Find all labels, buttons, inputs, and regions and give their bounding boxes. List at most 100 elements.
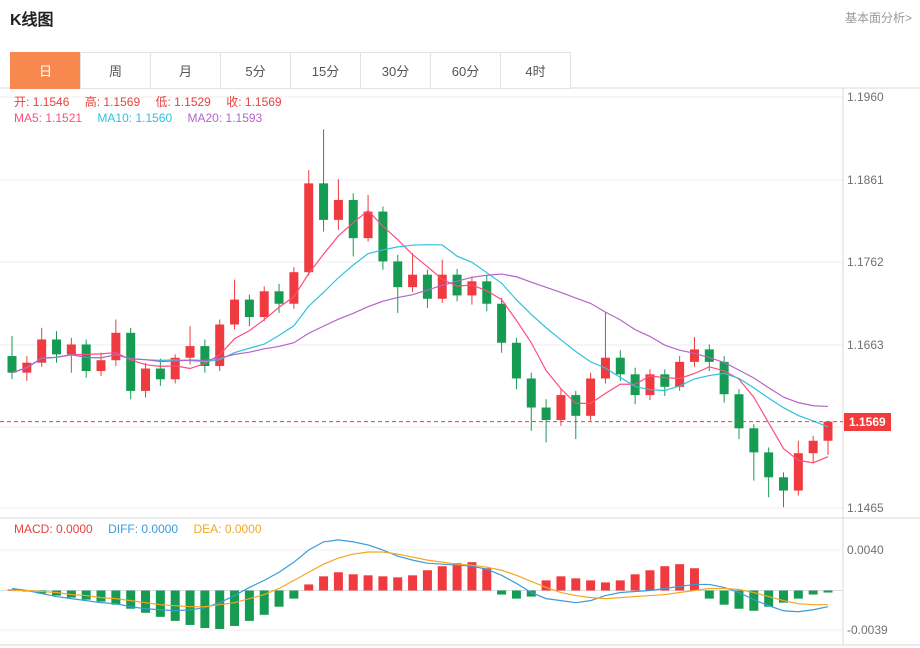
macd-bar — [734, 590, 744, 609]
candle — [66, 344, 76, 355]
macd-bar — [793, 590, 803, 599]
candle — [749, 428, 759, 453]
candle — [304, 183, 314, 273]
candle — [141, 368, 151, 391]
macd-bar — [675, 564, 685, 591]
macd-bar — [764, 590, 774, 607]
y-axis-label: 1.1960 — [847, 90, 884, 104]
candle — [689, 349, 699, 362]
candle — [719, 361, 729, 395]
candle — [96, 360, 106, 371]
macd-bar — [215, 590, 225, 629]
tab-day[interactable]: 日 — [10, 52, 81, 89]
candle — [408, 274, 418, 288]
tab-week[interactable]: 周 — [80, 52, 151, 89]
macd-bar — [704, 590, 714, 599]
macd-histogram-layer — [7, 562, 833, 629]
macd-bar — [778, 590, 788, 603]
macd-bar — [304, 584, 314, 591]
macd-bar — [437, 566, 447, 591]
tab-month[interactable]: 月 — [150, 52, 221, 89]
macd-bar — [289, 590, 299, 599]
candle — [511, 342, 521, 379]
macd-bar — [200, 590, 210, 628]
macd-bar — [823, 590, 833, 593]
macd-bar — [615, 580, 625, 591]
candle — [126, 332, 136, 391]
macd-bar — [274, 590, 284, 607]
y-axis-label: 1.1465 — [847, 501, 884, 515]
tab-30min[interactable]: 30分 — [360, 52, 431, 89]
y-axis-label: 1.1861 — [847, 173, 884, 187]
candle — [660, 374, 670, 387]
macd-bar — [141, 590, 151, 613]
candle — [422, 274, 432, 299]
candle — [7, 356, 17, 373]
macd-bar — [111, 590, 121, 605]
macd-bar — [348, 574, 358, 591]
macd-bar — [556, 576, 566, 591]
candle — [793, 453, 803, 491]
macd-bar — [645, 570, 655, 591]
diff-value: DIFF: 0.0000 — [108, 522, 179, 536]
candle — [823, 421, 833, 441]
candle — [586, 378, 596, 416]
candle — [556, 395, 566, 420]
macd-bar — [155, 590, 165, 617]
candle — [259, 291, 269, 318]
macd-bar — [586, 580, 596, 591]
macd-bar — [511, 590, 521, 599]
candle — [363, 211, 373, 239]
ohlc-low: 低: 1.1529 — [155, 95, 211, 109]
fundamental-analysis-link[interactable]: 基本面分析> — [844, 11, 912, 25]
dea-value: DEA: 0.0000 — [193, 522, 262, 536]
ma20-value: MA20: 1.1593 — [187, 111, 263, 125]
candle — [155, 368, 165, 380]
macd-bar — [230, 590, 240, 626]
tab-5min[interactable]: 5分 — [220, 52, 291, 89]
candle — [333, 199, 343, 220]
candle — [319, 183, 329, 220]
candle — [452, 274, 462, 296]
candle — [393, 261, 403, 288]
ohlc-legend: 开: 1.1546 高: 1.1569 低: 1.1529 收: 1.1569 — [14, 93, 294, 110]
candle — [200, 346, 210, 367]
ma20-line — [11, 273, 829, 408]
macd-bar — [808, 590, 818, 595]
candle — [482, 281, 492, 304]
page-title: K线图 — [10, 12, 54, 29]
macd-bar — [244, 590, 254, 621]
macd-bar — [96, 590, 106, 602]
candle — [541, 407, 551, 420]
grid-layer — [0, 87, 920, 646]
ma5-line — [11, 209, 829, 464]
macd-bar — [319, 576, 329, 591]
candle — [615, 357, 625, 375]
tab-4hour[interactable]: 4时 — [500, 52, 571, 89]
candle — [645, 374, 655, 396]
candle — [734, 394, 744, 429]
candle — [704, 349, 714, 362]
ma-legend: MA5: 1.1521 MA10: 1.1560 MA20: 1.1593 — [14, 111, 274, 125]
candle — [437, 274, 447, 299]
diff-line — [11, 539, 829, 613]
macd-bar — [689, 568, 699, 591]
macd-bar — [630, 574, 640, 591]
candle — [467, 281, 477, 296]
macd-bar — [600, 582, 610, 591]
macd-bar — [452, 563, 462, 591]
macd-bar — [333, 572, 343, 591]
macd-bar — [749, 590, 759, 611]
macd-bar — [660, 566, 670, 591]
tab-15min[interactable]: 15分 — [290, 52, 361, 89]
ohlc-high: 高: 1.1569 — [84, 95, 141, 109]
candle — [170, 357, 180, 380]
candle — [571, 395, 581, 416]
candle — [497, 303, 507, 343]
tab-60min[interactable]: 60分 — [430, 52, 501, 89]
candle — [274, 291, 284, 304]
candle — [378, 211, 388, 262]
ma10-value: MA10: 1.1560 — [97, 111, 173, 125]
candle — [289, 272, 299, 304]
macd-axis-label: 0.0040 — [847, 543, 884, 557]
